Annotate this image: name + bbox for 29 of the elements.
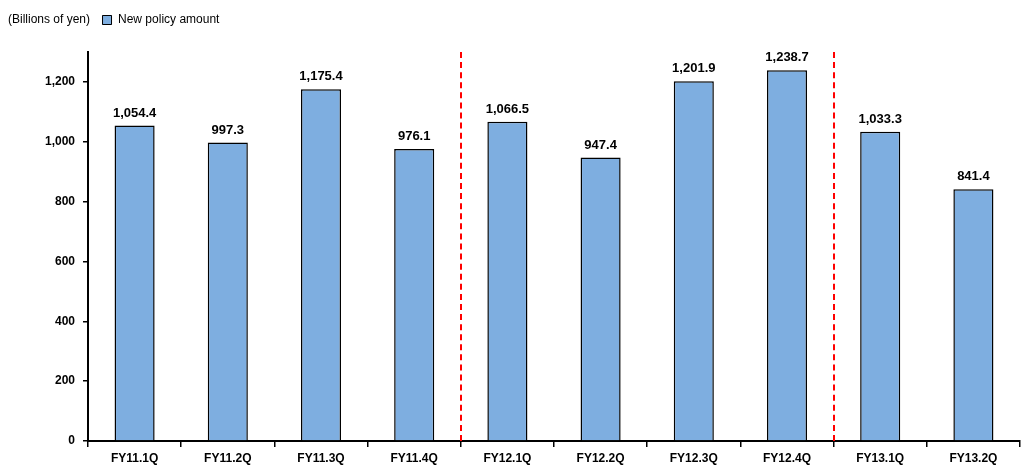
x-tick-label: FY11.2Q <box>204 450 252 465</box>
x-tick-label: FY12.4Q <box>762 450 812 465</box>
x-tick-label: FY12.3Q <box>669 450 718 465</box>
data-label: 1,066.5 <box>485 100 530 116</box>
data-label: 1,201.9 <box>672 60 716 76</box>
y-tick-label: 0 <box>68 433 76 448</box>
data-label: 997.3 <box>211 121 245 137</box>
y-axis-title: (Billions of yen) <box>8 12 91 27</box>
x-tick-label: FY13.2Q <box>949 450 998 465</box>
x-tick-label: FY11.1Q <box>110 450 159 465</box>
y-tick-label: 1,200 <box>44 74 76 89</box>
data-label: 947.4 <box>584 136 618 152</box>
data-label: 841.4 <box>957 168 991 184</box>
x-tick-label: FY13.1Q <box>856 450 905 465</box>
x-tick-label: FY11.3Q <box>297 450 345 465</box>
x-tick-label: FY11.4Q <box>390 450 438 465</box>
data-label: 1,054.4 <box>112 104 158 120</box>
y-tick-label: 600 <box>54 253 76 268</box>
y-tick-label: 800 <box>54 193 76 208</box>
data-label: 1,175.4 <box>299 68 344 84</box>
y-tick-label: 400 <box>54 313 76 328</box>
data-label: 1,238.7 <box>765 49 809 65</box>
x-tick-label: FY12.2Q <box>576 450 625 465</box>
legend-label: New policy amount <box>118 12 221 27</box>
data-label: 1,033.3 <box>858 110 902 126</box>
x-tick-label: FY12.1Q <box>483 450 532 465</box>
data-label: 976.1 <box>397 128 431 143</box>
y-tick-label: 200 <box>54 373 76 388</box>
y-tick-label: 1,000 <box>44 134 76 149</box>
